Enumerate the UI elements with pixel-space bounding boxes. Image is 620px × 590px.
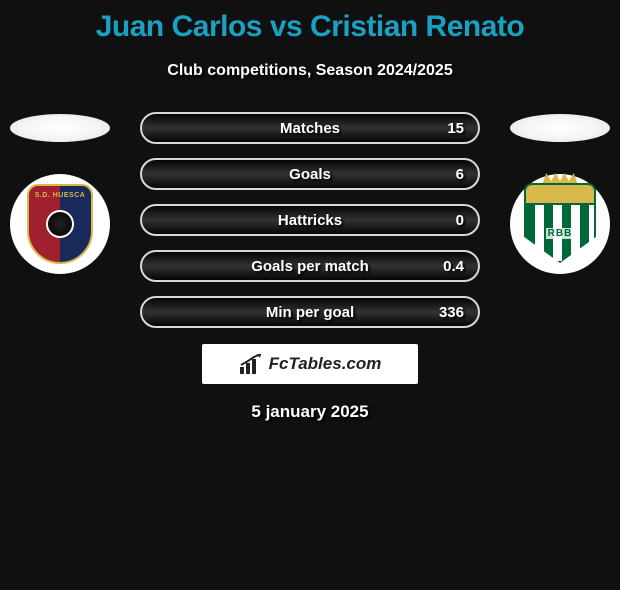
stat-row: Goals per match 0.4 xyxy=(140,250,480,282)
stat-pill-column: Matches 15 Goals 6 Hattricks 0 Goals per… xyxy=(140,112,480,342)
stat-label: Goals per match xyxy=(251,258,369,275)
date-text: 5 january 2025 xyxy=(0,402,620,422)
stat-label: Min per goal xyxy=(266,304,354,321)
brand-text: FcTables.com xyxy=(269,354,382,374)
stat-value-right: 6 xyxy=(456,166,464,183)
vs-text: vs xyxy=(270,10,302,43)
club-badge-right: RBB xyxy=(510,174,610,274)
betis-crest-icon: RBB xyxy=(524,183,596,265)
right-ellipse xyxy=(510,114,610,142)
stats-area: S.D. HUESCA RBB Matches 15 Goals 6 xyxy=(0,112,620,332)
stat-row: Min per goal 336 xyxy=(140,296,480,328)
left-ellipse xyxy=(10,114,110,142)
stat-value-right: 0 xyxy=(456,212,464,229)
comparison-card: Juan Carlos vs Cristian Renato Club comp… xyxy=(0,10,620,422)
player2-name: Cristian Renato xyxy=(310,10,524,43)
player1-name: Juan Carlos xyxy=(96,10,262,43)
stat-label: Matches xyxy=(280,120,340,137)
stat-value-right: 15 xyxy=(447,120,464,137)
stat-label: Goals xyxy=(289,166,331,183)
bars-growth-icon xyxy=(239,354,263,374)
ball-icon xyxy=(46,210,74,238)
stat-row: Goals 6 xyxy=(140,158,480,190)
stat-value-right: 0.4 xyxy=(443,258,464,275)
page-title: Juan Carlos vs Cristian Renato xyxy=(0,10,620,44)
stat-label: Hattricks xyxy=(278,212,342,229)
stat-row: Matches 15 xyxy=(140,112,480,144)
huesca-crest-icon: S.D. HUESCA xyxy=(27,184,93,264)
stat-row: Hattricks 0 xyxy=(140,204,480,236)
subtitle: Club competitions, Season 2024/2025 xyxy=(0,62,620,80)
brand-box: FcTables.com xyxy=(202,344,418,384)
club-badge-left: S.D. HUESCA xyxy=(10,174,110,274)
stat-value-right: 336 xyxy=(439,304,464,321)
